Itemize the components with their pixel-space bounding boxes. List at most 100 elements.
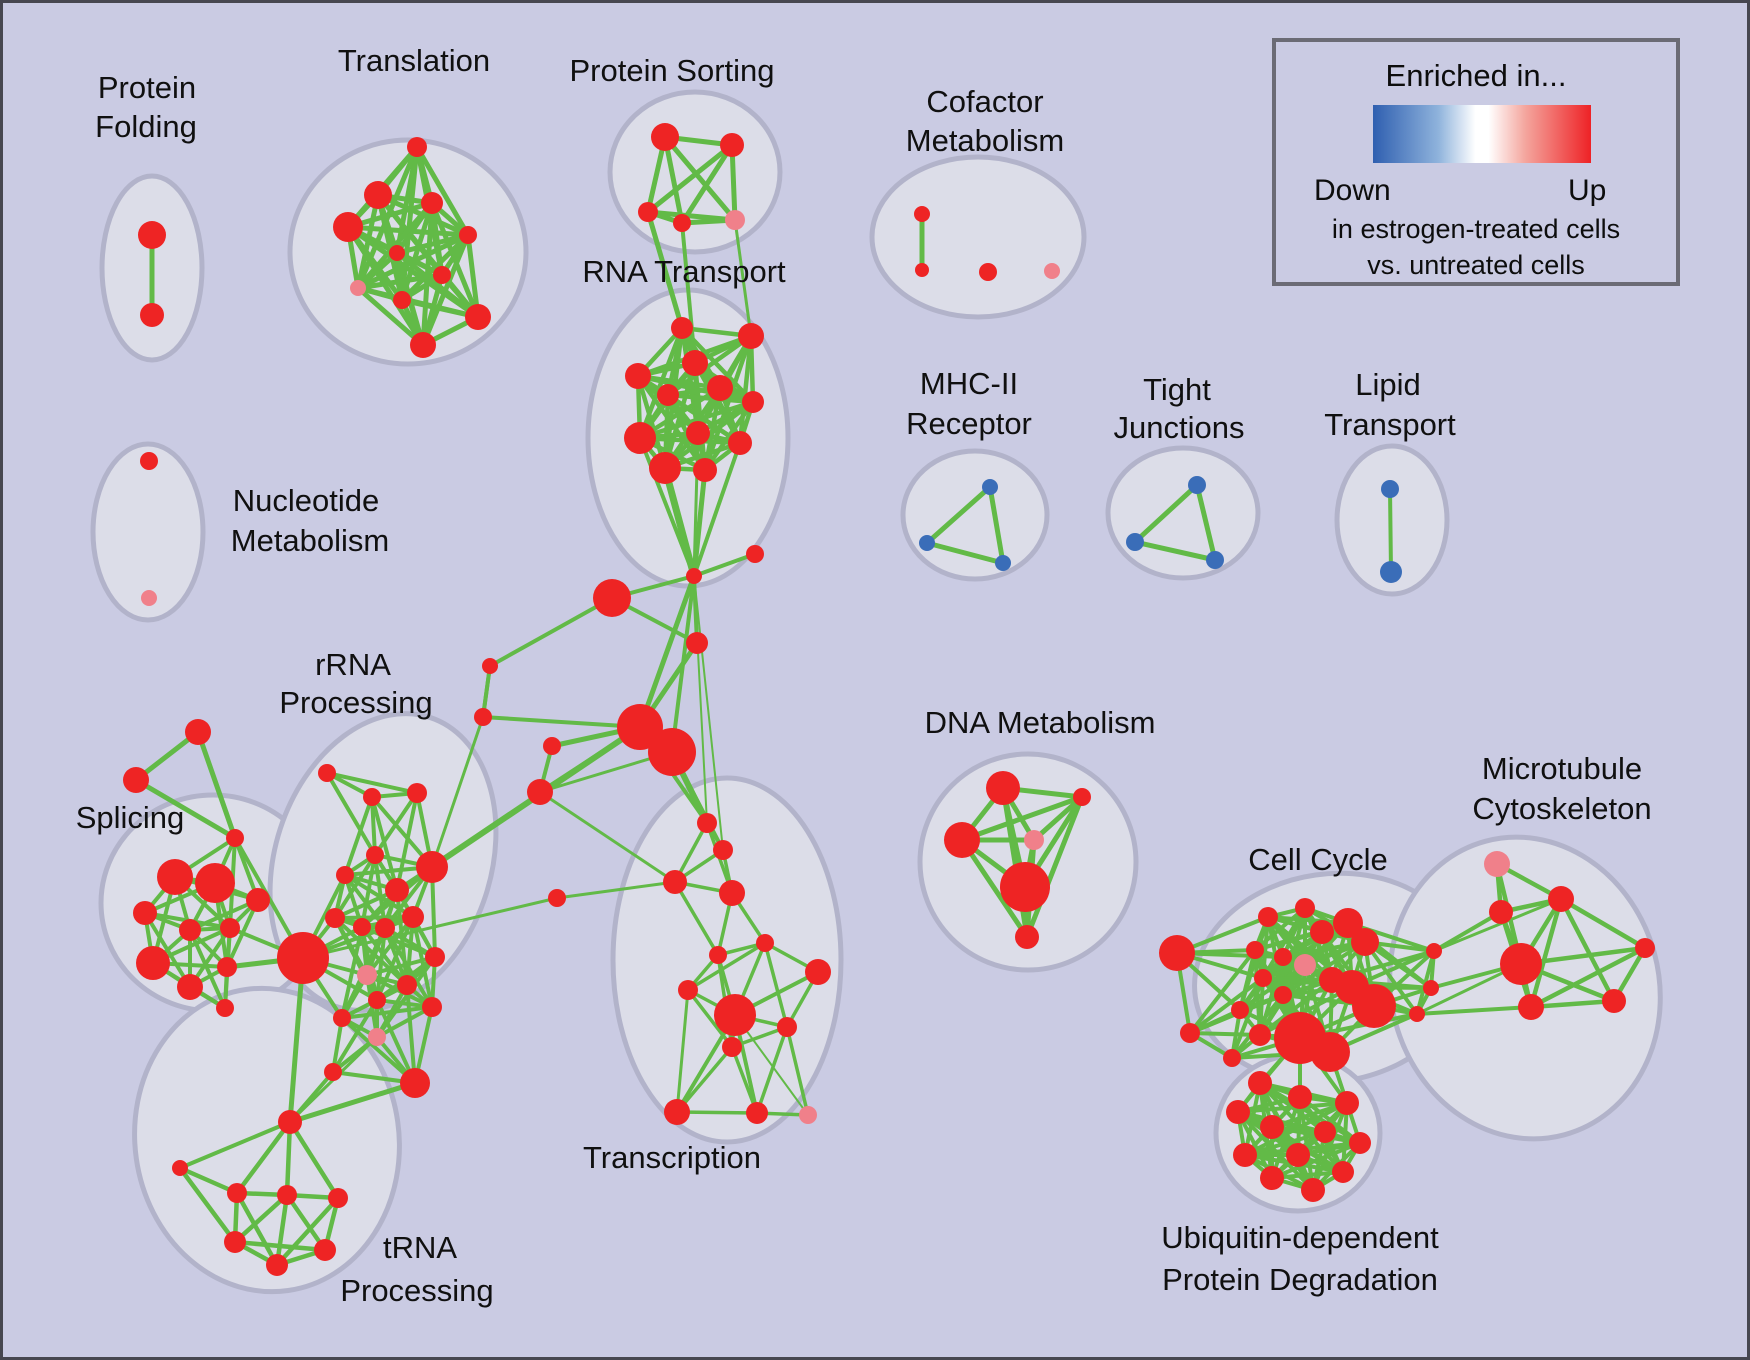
network-node xyxy=(357,965,377,985)
network-node xyxy=(1333,908,1363,938)
network-node xyxy=(407,137,427,157)
network-node xyxy=(995,555,1011,571)
network-node xyxy=(728,431,752,455)
network-node xyxy=(624,422,656,454)
network-node xyxy=(1518,994,1544,1020)
network-node xyxy=(220,918,240,938)
network-edge xyxy=(1528,896,1564,1010)
network-edge xyxy=(355,285,426,348)
cluster-ellipse-mhc-ii-receptor xyxy=(900,448,1050,582)
network-node xyxy=(617,704,663,750)
cluster-label-ubiquitin-degradation: Protein Degradation xyxy=(1162,1262,1438,1297)
network-edge xyxy=(693,575,708,824)
network-node xyxy=(709,946,727,964)
cluster-ellipse-transcription xyxy=(610,775,844,1145)
network-edge xyxy=(481,715,642,729)
network-edge xyxy=(785,1025,810,1117)
network-edge xyxy=(331,998,379,1074)
network-node xyxy=(422,997,442,1017)
network-node xyxy=(1206,551,1224,569)
network-edge xyxy=(1194,482,1218,563)
network-node xyxy=(1254,969,1272,987)
network-edge xyxy=(680,221,697,365)
network-node xyxy=(1380,561,1402,583)
network-edge xyxy=(637,399,756,441)
network-edge xyxy=(959,794,1085,843)
network-edge xyxy=(333,916,409,987)
network-edge xyxy=(686,941,767,992)
network-node xyxy=(663,870,687,894)
network-node xyxy=(799,1106,817,1124)
network-edge xyxy=(333,915,415,920)
network-edge xyxy=(645,142,735,215)
network-edge xyxy=(959,837,1030,940)
cluster-label-cell-cycle: Cell Cycle xyxy=(1248,842,1388,877)
network-edge xyxy=(373,791,419,857)
network-node xyxy=(1258,907,1278,927)
network-edge xyxy=(325,771,377,857)
network-node xyxy=(333,1009,351,1027)
network-edge xyxy=(405,915,415,987)
network-edge xyxy=(284,1192,328,1253)
network-edge xyxy=(340,1016,417,1085)
network-edge xyxy=(234,1190,280,1268)
network-edge xyxy=(1558,896,1648,951)
network-edge xyxy=(274,1195,341,1268)
network-edge xyxy=(670,574,696,754)
network-edge xyxy=(133,777,238,841)
network-node xyxy=(1349,1132,1371,1154)
network-node xyxy=(1126,533,1144,551)
network-node xyxy=(325,908,345,928)
network-node xyxy=(625,363,651,389)
network-node xyxy=(746,1102,768,1124)
network-node xyxy=(1295,898,1315,918)
network-node xyxy=(1314,1121,1336,1143)
cluster-label-dna-metabolism: DNA Metabolism xyxy=(925,705,1156,740)
network-edge xyxy=(465,232,481,320)
legend-box: Enriched in... Down Up in estrogen-treat… xyxy=(1272,38,1680,286)
network-node xyxy=(185,719,211,745)
network-node xyxy=(543,737,561,755)
network-node xyxy=(1423,980,1439,996)
network-node xyxy=(664,1099,690,1125)
network-edge xyxy=(1528,945,1648,1010)
network-edge xyxy=(662,134,738,223)
network-node xyxy=(1274,948,1292,966)
network-node xyxy=(1260,1115,1284,1139)
cluster-ellipse-cofactor-metabolism xyxy=(869,154,1087,320)
network-node xyxy=(1332,1161,1354,1183)
network-edge xyxy=(355,250,400,291)
network-node xyxy=(714,994,756,1036)
network-edge xyxy=(637,573,697,730)
network-edge xyxy=(635,373,756,405)
cluster-label-lipid-transport: Transport xyxy=(1324,407,1456,442)
network-node xyxy=(1635,938,1655,958)
network-node xyxy=(278,1110,302,1134)
network-node xyxy=(277,932,329,984)
network-edge xyxy=(375,915,415,1002)
network-edge xyxy=(679,142,735,226)
network-node xyxy=(157,859,193,895)
cluster-label-ubiquitin-degradation: Ubiquitin-dependent xyxy=(1161,1220,1439,1255)
network-node xyxy=(979,263,997,281)
network-edge xyxy=(555,880,677,900)
network-edge xyxy=(1346,921,1436,953)
network-edge xyxy=(1528,998,1617,1010)
network-node xyxy=(389,245,405,261)
cluster-label-rrna-processing: rRNA xyxy=(315,647,391,682)
network-node xyxy=(1073,788,1091,806)
network-node xyxy=(919,535,935,551)
network-edge xyxy=(1236,1101,1349,1114)
cluster-label-microtubule-cytoskeleton: Cytoskeleton xyxy=(1472,791,1651,826)
network-edge xyxy=(287,1119,341,1201)
network-node xyxy=(697,813,717,833)
network-node xyxy=(914,206,930,222)
network-edge xyxy=(365,915,415,977)
network-edge xyxy=(661,464,698,580)
network-node xyxy=(1351,928,1379,956)
network-node xyxy=(1248,1071,1272,1095)
network-node xyxy=(671,317,693,339)
cluster-label-cofactor-metabolism: Metabolism xyxy=(906,123,1065,158)
network-edge xyxy=(538,790,677,884)
